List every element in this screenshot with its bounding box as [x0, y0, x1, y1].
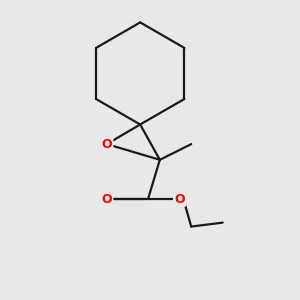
Text: O: O: [101, 138, 112, 151]
Text: O: O: [174, 193, 185, 206]
Text: O: O: [101, 193, 112, 206]
